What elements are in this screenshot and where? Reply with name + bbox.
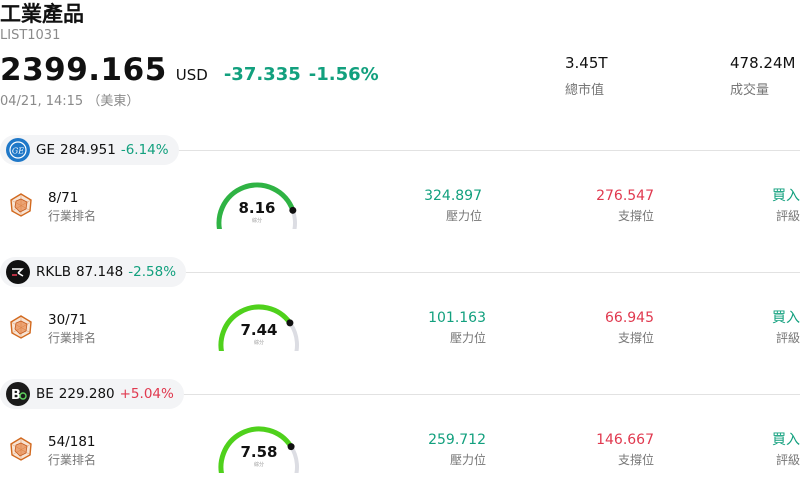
stock-price: 87.148 [76,264,124,280]
rank-label: 行業排名 [48,331,97,345]
market-cap-label: 總市值 [565,83,605,98]
score-gauge: 8.16 綜分 [214,179,300,229]
index-change-pct: -1.56% [308,64,379,85]
index-price: 2399.165 [0,52,167,88]
svg-text:B: B [11,388,21,403]
support-value: 146.667 [596,432,654,448]
gauge-pointer [286,319,294,327]
be-logo-icon: B [6,382,30,406]
score-value: 7.58 [240,443,278,461]
resistance-label: 壓力位 [449,453,486,467]
market-cap-value: 3.45T [565,54,608,72]
support-label: 支撐位 [617,453,654,467]
rank-label: 行業排名 [48,209,97,223]
rank-value: 8/71 [48,190,79,206]
index-change: -37.335 [223,64,301,85]
score-label: 綜分 [253,462,264,468]
support-label: 支撐位 [617,331,654,345]
gauge-arc [218,304,299,351]
rank-polygon-icon [10,437,32,461]
volume-value: 478.24M [730,54,796,72]
resistance-value: 101.163 [428,310,486,326]
rating-label: 評級 [775,453,800,467]
rank-polygon-icon [10,193,32,217]
support-metric: 66.945 支撐位 [605,309,654,346]
support-value: 66.945 [605,310,654,326]
gauge-pointer [287,443,295,451]
stock-symbol: GE [36,142,55,158]
stock-symbol: BE [36,386,54,402]
resistance-metric: 324.897 壓力位 [424,187,482,224]
volume-label: 成交量 [730,83,770,98]
resistance-label: 壓力位 [445,209,482,223]
market-cap-stat: 3.45T 總市值 [565,53,608,98]
rklb-logo-icon [6,260,30,284]
rating-label: 評級 [775,209,800,223]
resistance-value: 324.897 [424,188,482,204]
gauge-pointer [289,206,297,214]
svg-text:GE: GE [12,147,24,156]
rating-label: 評級 [775,331,800,345]
stock-row[interactable]: RKLB 87.148 -2.58% 30/71 行業排名 7.44 綜分 10… [0,257,800,379]
rank-polygon-icon [10,315,32,339]
support-label: 支撐位 [617,209,654,223]
score-label: 綜分 [251,218,262,224]
gauge-fill [218,304,293,351]
rating-metric[interactable]: 買入 評級 [772,309,800,346]
score-label: 綜分 [253,340,264,346]
section-divider [0,272,800,273]
currency-label: USD [175,66,208,84]
stock-change-pct: -6.14% [120,142,169,158]
price-row: 2399.165 USD -37.335 -1.56% [0,52,379,92]
stock-row[interactable]: GE GE 284.951 -6.14% 8/71 行業排名 8.16 綜分 3… [0,135,800,257]
stock-symbol: RKLB [36,264,72,280]
score-value: 8.16 [238,199,276,217]
score-gauge: 7.58 綜分 [216,423,302,473]
stock-pill[interactable]: GE GE 284.951 -6.14% [0,135,179,165]
resistance-label: 壓力位 [449,331,486,345]
timestamp: 04/21, 14:15 （美東） [0,94,140,109]
rating-metric[interactable]: 買入 評級 [772,187,800,224]
rank-value: 54/181 [48,434,96,450]
stock-row[interactable]: B BE 229.280 +5.04% 54/181 行業排名 7.58 綜分 … [0,379,800,488]
volume-stat: 478.24M 成交量 [730,53,795,98]
gauge-arc [218,426,299,473]
resistance-value: 259.712 [428,432,486,448]
rating-value: 買入 [772,432,800,448]
support-metric: 276.547 支撐位 [596,187,654,224]
ge-logo-icon: GE [6,138,30,162]
stock-price: 284.951 [60,142,116,158]
gauge-fill [218,426,294,473]
stock-price: 229.280 [58,386,115,402]
rank-value: 30/71 [48,312,87,328]
score-value: 7.44 [240,321,278,339]
stock-pill[interactable]: B BE 229.280 +5.04% [0,379,184,409]
rank-label: 行業排名 [48,453,97,467]
gauge-arc [216,182,297,229]
stock-pill[interactable]: RKLB 87.148 -2.58% [0,257,187,287]
stock-change-pct: -2.58% [128,264,177,280]
rating-value: 買入 [772,310,800,326]
support-metric: 146.667 支撐位 [596,431,654,468]
section-divider [0,394,800,395]
resistance-metric: 101.163 壓力位 [428,309,486,346]
support-value: 276.547 [596,188,654,204]
rating-metric[interactable]: 買入 評級 [772,431,800,468]
section-divider [0,150,800,151]
stock-change-pct: +5.04% [119,386,174,402]
index-code: LIST1031 [0,28,61,43]
resistance-metric: 259.712 壓力位 [428,431,486,468]
rating-value: 買入 [772,188,800,204]
gauge-fill [216,182,296,229]
page-title: 工業產品 [0,2,84,26]
score-gauge: 7.44 綜分 [216,301,302,351]
